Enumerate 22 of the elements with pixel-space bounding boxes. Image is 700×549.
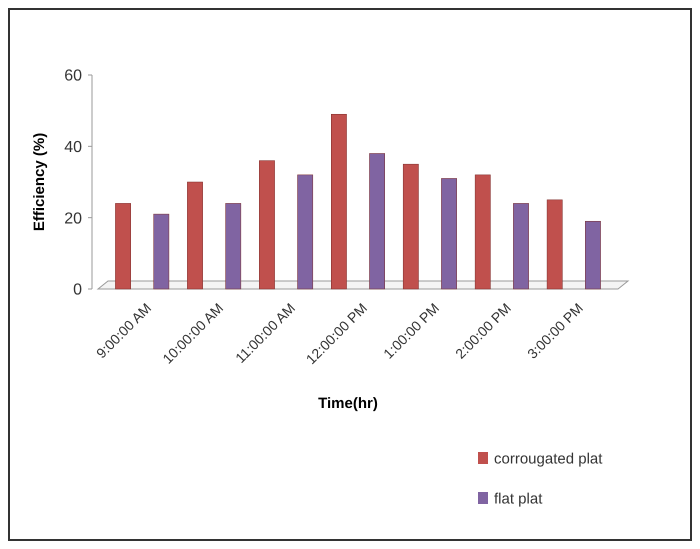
bar [115, 203, 131, 290]
bar [441, 178, 457, 290]
y-tick-label: 20 [64, 210, 82, 228]
y-tick-label: 0 [73, 282, 82, 299]
bar [153, 214, 170, 290]
bar [474, 174, 491, 290]
bar [330, 114, 347, 290]
y-tick-label: 60 [64, 68, 82, 85]
legend-label: corrougated plat [494, 450, 604, 468]
bar [297, 174, 314, 290]
y-tick-label: 40 [64, 138, 82, 156]
bar [402, 164, 419, 290]
bar [225, 203, 242, 290]
x-axis-title: Time(hr) [318, 395, 378, 412]
bar [513, 203, 529, 290]
bar [585, 220, 601, 290]
legend-label: flat plat [494, 490, 544, 508]
bar [187, 182, 203, 290]
bar [369, 153, 386, 290]
bar [259, 160, 275, 290]
bar [546, 200, 563, 290]
y-axis-title: Efficiency (%) [31, 132, 48, 232]
